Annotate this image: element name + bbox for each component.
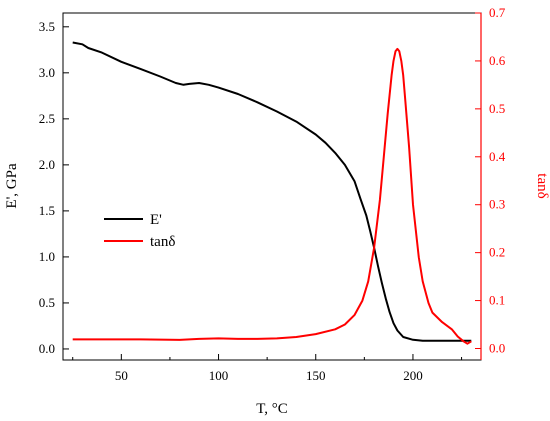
y-right-tick-label: 0.5 xyxy=(489,101,505,116)
y-left-tick-label: 0.0 xyxy=(39,341,55,356)
y-right-tick-label: 0.3 xyxy=(489,197,505,212)
y-left-tick-label: 1.0 xyxy=(39,249,55,264)
y-right-tick-label: 0.6 xyxy=(489,53,506,68)
y-right-tick-label: 0.1 xyxy=(489,293,505,308)
x-tick-label: 100 xyxy=(209,368,229,383)
legend-label-e-prime: E' xyxy=(150,212,162,228)
x-tick-label: 50 xyxy=(115,368,128,383)
y-axis-left: 0.0 0.5 1.0 1.5 2.0 2.5 3.0 3.5 xyxy=(39,19,69,356)
y-left-tick-label: 0.5 xyxy=(39,295,55,310)
y-right-tick-label: 0.4 xyxy=(489,149,506,164)
y-right-tick-label: 0.7 xyxy=(489,5,506,20)
y-left-tick-label: 2.0 xyxy=(39,157,55,172)
x-tick-label: 200 xyxy=(403,368,423,383)
y-right-tick-label: 0.2 xyxy=(489,245,505,260)
y-left-tick-label: 1.5 xyxy=(39,203,55,218)
y-axis-right-title: tanδ xyxy=(534,173,550,198)
y-left-tick-label: 3.5 xyxy=(39,19,55,34)
legend: E' tanδ xyxy=(104,212,175,250)
y-right-tick-label: 0.0 xyxy=(489,340,505,355)
series-layer xyxy=(72,41,472,345)
y-axis-left-title: E', GPa xyxy=(4,163,20,209)
y-left-tick-label: 3.0 xyxy=(39,65,55,80)
plot-frame xyxy=(62,12,482,361)
x-axis-title: T, °C xyxy=(256,401,288,417)
x-tick-label: 150 xyxy=(306,368,326,383)
x-axis: 50 100 150 200 xyxy=(72,354,463,383)
legend-label-tan-delta: tanδ xyxy=(150,234,175,250)
series-e-prime-line xyxy=(72,41,472,342)
y-left-tick-label: 2.5 xyxy=(39,111,55,126)
series-tan-delta-line xyxy=(72,47,472,345)
y-axis-right: 0.0 0.1 0.2 0.3 0.4 0.5 0.6 0.7 xyxy=(475,5,506,360)
